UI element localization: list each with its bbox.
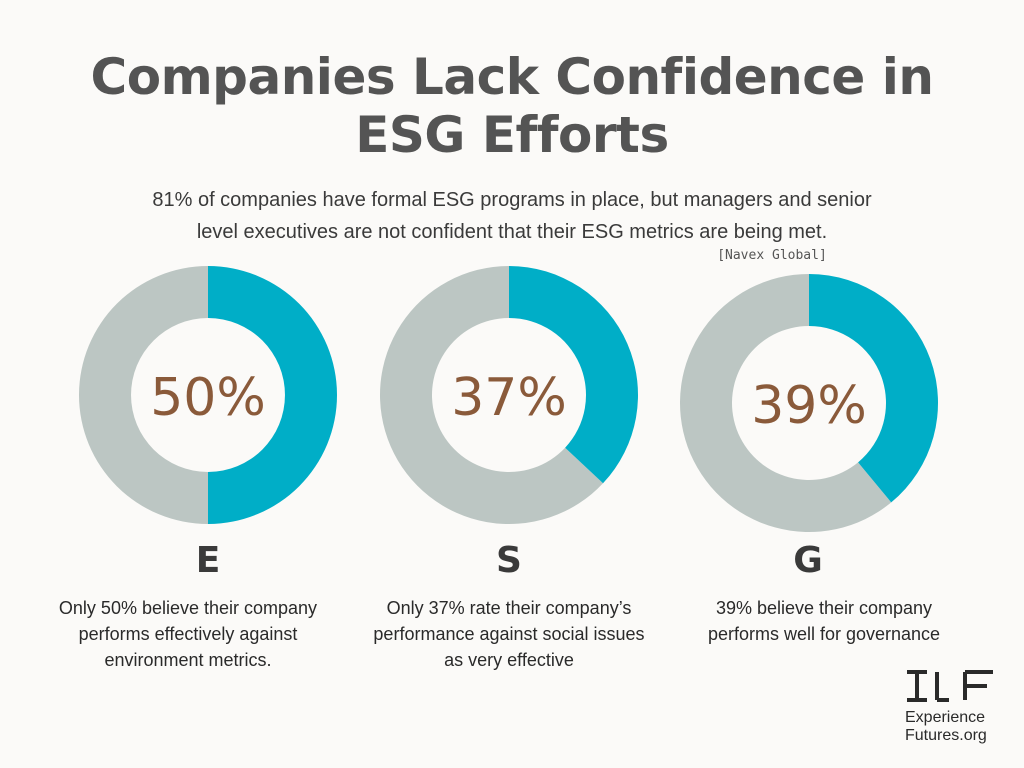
caption-line: Only 50% believe their company — [58, 598, 318, 618]
donut-svg-e: 50% — [78, 266, 337, 524]
donut-g-percent-label: 39% — [751, 376, 867, 436]
subtitle: 81% of companies have formal ESG program… — [112, 184, 912, 248]
subtitle-line: level executives are not confident that … — [196, 221, 828, 243]
label-g: G — [793, 540, 823, 581]
label-s: S — [496, 540, 522, 581]
label-e: E — [195, 540, 221, 581]
logo-text-line: Futures.org — [905, 727, 987, 744]
donut-e-percent-label: 50% — [150, 368, 266, 428]
donut-g-value-slice — [809, 274, 938, 503]
donut-s-percent-label: 37% — [451, 368, 567, 428]
donut-e-remainder-slice — [78, 266, 209, 524]
caption-g: 39% believe their company performs well … — [664, 595, 984, 647]
subtitle-line: 81% of companies have formal ESG program… — [152, 189, 872, 211]
source-citation: [Navex Global] — [717, 248, 827, 263]
donut-s-remainder-slice — [379, 266, 604, 524]
donut-g-remainder-slice — [680, 274, 892, 532]
title-line: ESG Efforts — [355, 106, 669, 164]
caption-s: Only 37% rate their company’s performanc… — [349, 595, 669, 673]
caption-e: Only 50% believe their company performs … — [28, 595, 348, 673]
caption-line: 39% believe their company — [715, 598, 933, 618]
experience-futures-logo-icon — [907, 670, 993, 702]
donut-s-value-slice — [509, 266, 638, 484]
donut-e-value-slice — [208, 266, 337, 524]
caption-line: performs effectively against — [78, 624, 298, 644]
donut-chart-e: 50% — [78, 265, 338, 525]
donut-svg-s: 37% — [379, 266, 638, 524]
caption-line: environment metrics. — [104, 650, 272, 670]
caption-line: Only 37% rate their company’s — [386, 598, 632, 618]
donut-chart-s: 37% — [379, 265, 639, 525]
page-title: Companies Lack Confidence in ESG Efforts — [0, 48, 1024, 164]
caption-line: as very effective — [444, 650, 574, 670]
logo-text: Experience Futures.org — [905, 709, 1005, 745]
donut-svg-g: 39% — [680, 274, 938, 532]
caption-line: performance against social issues — [373, 624, 645, 644]
caption-line: performs well for governance — [707, 624, 941, 644]
logo-text-line: Experience — [905, 709, 986, 726]
logo: Experience Futures.org — [905, 668, 1005, 745]
donut-chart-g: 39% — [679, 273, 939, 533]
title-line: Companies Lack Confidence in — [90, 48, 934, 106]
